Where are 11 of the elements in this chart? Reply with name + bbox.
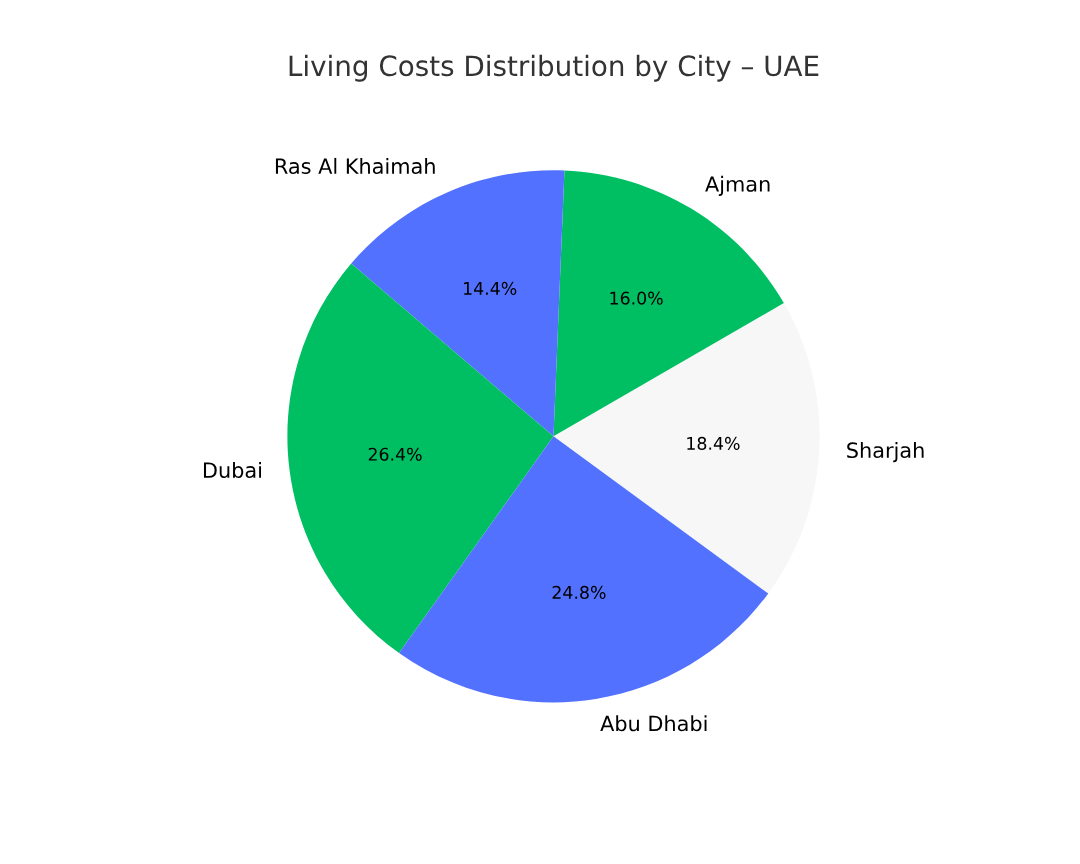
data-label: 26.4%	[368, 447, 422, 461]
slice-label: Sharjah	[847, 441, 924, 463]
data-label: 24.8%	[552, 585, 606, 599]
slice-label: Dubai	[203, 461, 261, 479]
data-label: 16.0%	[610, 291, 663, 305]
data-label: 18.4%	[687, 436, 740, 450]
data-label: 14.4%	[464, 281, 517, 295]
slice-label: Abu Dhabi	[600, 715, 707, 732]
slice-label: Ajman	[705, 175, 770, 196]
slice-label: Ras Al Khaimah	[275, 157, 435, 175]
chart-title: Living Costs Distribution by City – UAE	[289, 54, 819, 82]
